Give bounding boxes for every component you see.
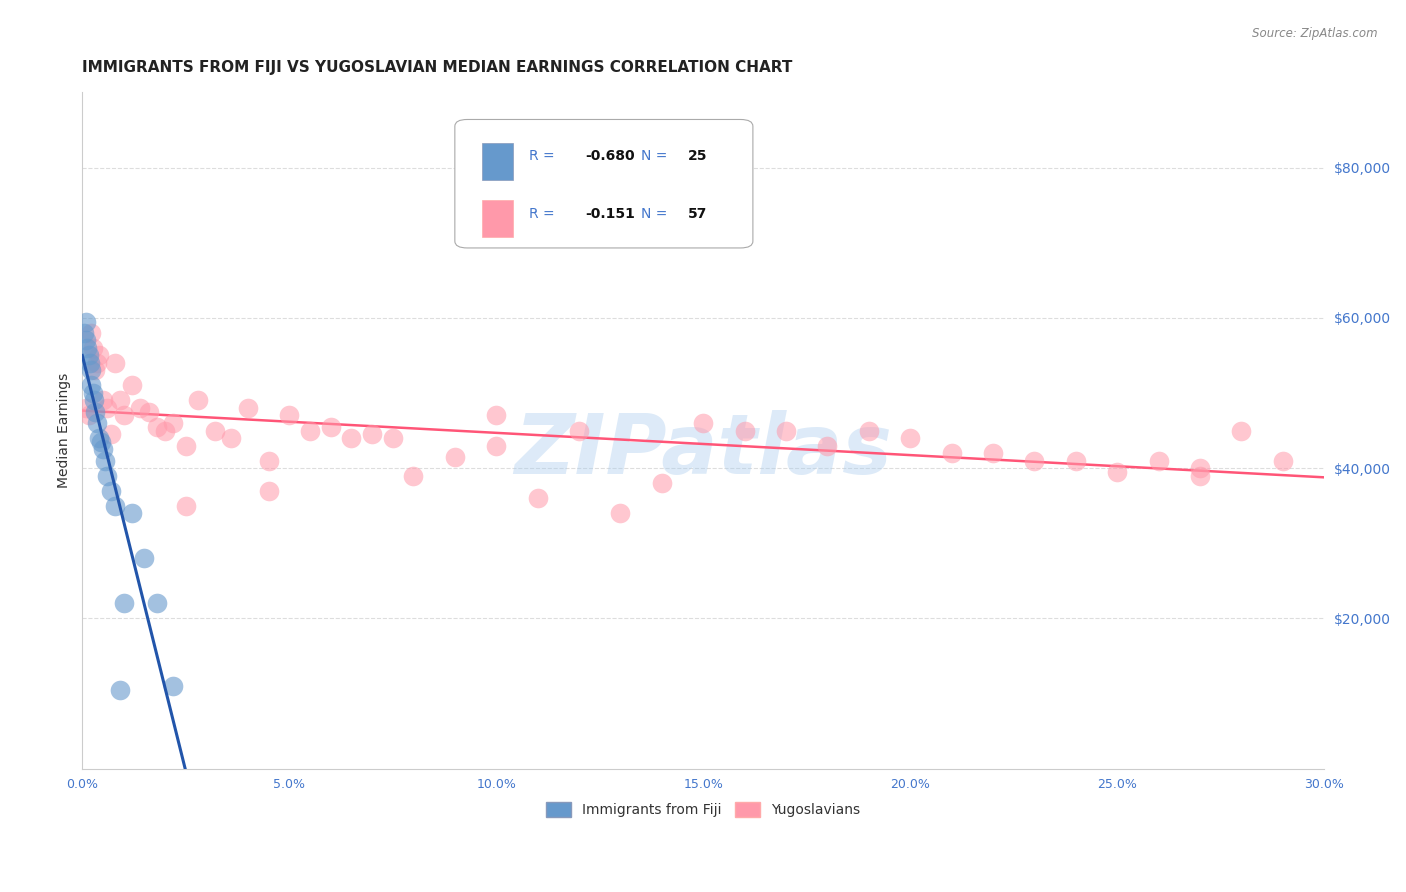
Point <box>121 506 143 520</box>
Point <box>485 409 508 423</box>
Point <box>1188 461 1211 475</box>
Point <box>402 468 425 483</box>
Text: R =: R = <box>530 207 564 220</box>
Point <box>898 431 921 445</box>
Point <box>815 438 838 452</box>
Point <box>278 409 301 423</box>
Point <box>174 499 197 513</box>
Point <box>108 393 131 408</box>
Point <box>79 363 101 377</box>
Point <box>1064 453 1087 467</box>
Point <box>692 416 714 430</box>
Point <box>568 424 591 438</box>
Point <box>82 386 104 401</box>
Point <box>775 424 797 438</box>
Point <box>100 483 122 498</box>
FancyBboxPatch shape <box>482 200 513 237</box>
Legend: Immigrants from Fiji, Yugoslavians: Immigrants from Fiji, Yugoslavians <box>540 797 866 822</box>
Text: -0.680: -0.680 <box>585 149 636 163</box>
Point <box>941 446 963 460</box>
Point <box>162 416 184 430</box>
Point <box>108 682 131 697</box>
Y-axis label: Median Earnings: Median Earnings <box>58 373 72 488</box>
Point <box>90 434 112 449</box>
Point <box>858 424 880 438</box>
Point <box>381 431 404 445</box>
Point <box>75 315 97 329</box>
Point <box>236 401 259 415</box>
Point <box>1107 465 1129 479</box>
Point <box>91 393 114 408</box>
Point <box>83 363 105 377</box>
Point <box>77 409 100 423</box>
Text: 57: 57 <box>689 207 707 220</box>
Text: IMMIGRANTS FROM FIJI VS YUGOSLAVIAN MEDIAN EARNINGS CORRELATION CHART: IMMIGRANTS FROM FIJI VS YUGOSLAVIAN MEDI… <box>83 60 793 75</box>
Point <box>91 442 114 457</box>
Point <box>651 476 673 491</box>
Text: 25: 25 <box>689 149 707 163</box>
Point <box>1024 453 1046 467</box>
Point <box>94 453 117 467</box>
Point <box>609 506 631 520</box>
Point <box>75 401 97 415</box>
Point <box>79 326 101 340</box>
Point <box>257 453 280 467</box>
Point <box>257 483 280 498</box>
Point <box>204 424 226 438</box>
Point <box>121 378 143 392</box>
Point <box>77 348 100 362</box>
Point <box>76 341 98 355</box>
Point <box>96 468 118 483</box>
Text: Source: ZipAtlas.com: Source: ZipAtlas.com <box>1253 27 1378 40</box>
Point <box>87 348 110 362</box>
Point <box>73 326 96 340</box>
Point <box>221 431 243 445</box>
Point <box>444 450 467 464</box>
Point <box>146 596 169 610</box>
Point <box>86 416 108 430</box>
Point <box>1271 453 1294 467</box>
Point <box>485 438 508 452</box>
Point <box>162 679 184 693</box>
Text: N =: N = <box>641 149 672 163</box>
Point <box>75 334 97 348</box>
Point <box>146 419 169 434</box>
Point <box>1188 468 1211 483</box>
Point <box>153 424 176 438</box>
Text: R =: R = <box>530 149 560 163</box>
Point <box>981 446 1004 460</box>
Text: -0.151: -0.151 <box>585 207 636 220</box>
Point <box>187 393 209 408</box>
FancyBboxPatch shape <box>482 143 513 180</box>
FancyBboxPatch shape <box>456 120 752 248</box>
Point <box>104 356 127 370</box>
Point <box>86 356 108 370</box>
Point <box>134 551 156 566</box>
Point <box>83 405 105 419</box>
Point <box>361 427 384 442</box>
Text: ZIPatlas: ZIPatlas <box>515 410 893 491</box>
Point <box>82 341 104 355</box>
Point <box>319 419 342 434</box>
Point <box>298 424 321 438</box>
Point <box>80 378 103 392</box>
Point <box>340 431 363 445</box>
Point <box>87 431 110 445</box>
Point <box>129 401 152 415</box>
Point <box>96 401 118 415</box>
Point <box>734 424 756 438</box>
Point <box>79 356 101 370</box>
Point <box>100 427 122 442</box>
Point <box>104 499 127 513</box>
Point <box>1147 453 1170 467</box>
Point <box>83 393 105 408</box>
Text: N =: N = <box>641 207 672 220</box>
Point <box>112 409 135 423</box>
Point <box>138 405 160 419</box>
Point <box>174 438 197 452</box>
Point <box>112 596 135 610</box>
Point <box>1230 424 1253 438</box>
Point <box>526 491 548 505</box>
